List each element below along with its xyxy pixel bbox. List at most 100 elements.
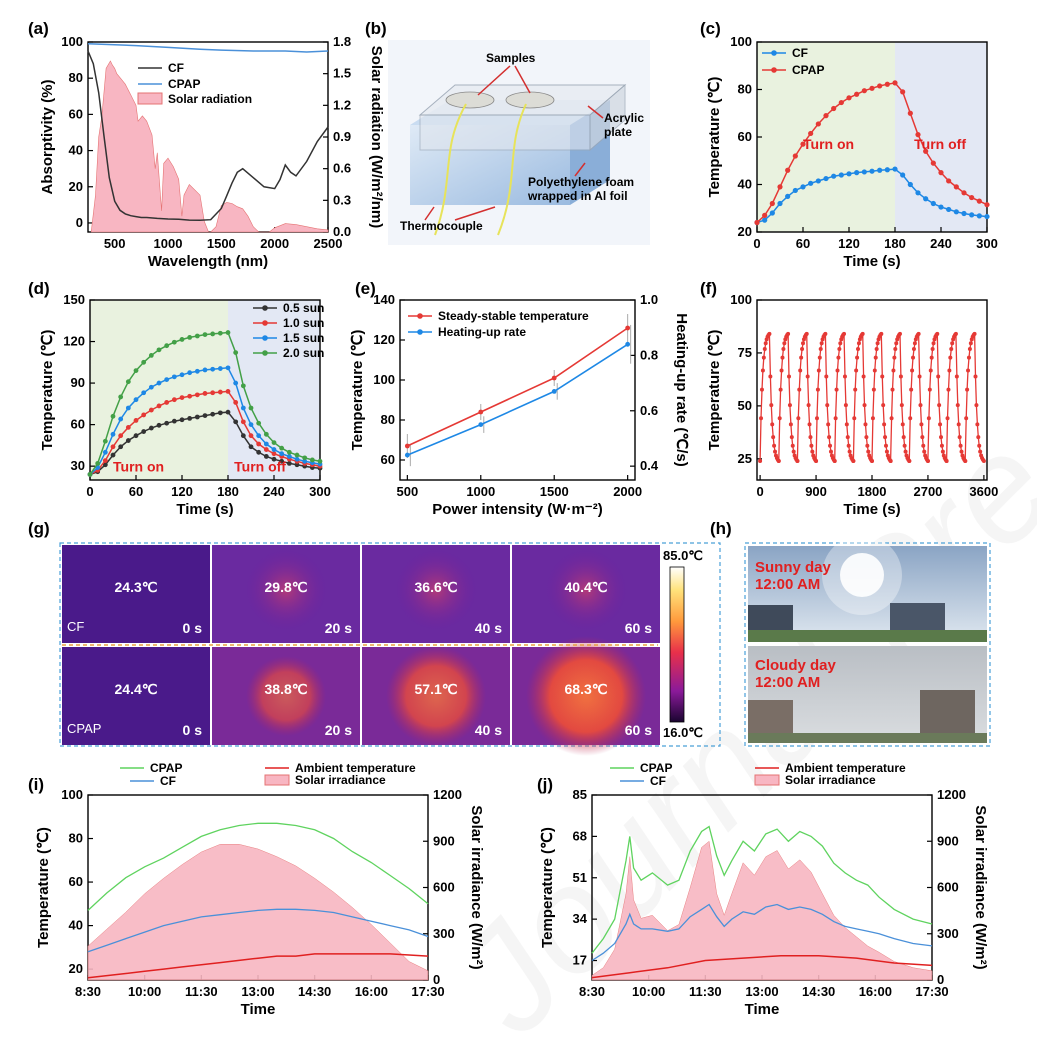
cycling-point (789, 435, 794, 440)
thermal-temp-cf-0: 24.3℃ (115, 579, 158, 595)
arrow-acrylic (587, 105, 604, 119)
cycling-point (898, 374, 903, 379)
cycling-point (853, 387, 858, 392)
series-point-2.0 sun (148, 352, 154, 358)
series-point-2.0 sun (156, 347, 162, 353)
cycling-point (843, 403, 848, 408)
steady-temp-point (478, 409, 484, 415)
cycling-point (978, 449, 983, 454)
x-tick-label: 60 (796, 236, 810, 251)
color-scale-max: 85.0℃ (663, 548, 703, 563)
y-tick-label: 68 (573, 828, 587, 843)
y2-tick-label: 0 (433, 972, 440, 987)
y2-tick-label: 0 (937, 972, 944, 987)
series-point-CPAP (800, 141, 806, 147)
series-point-1.0 sun (102, 458, 108, 464)
series-point-CF (777, 200, 783, 207)
y-tick-label: 90 (71, 375, 85, 390)
y2-tick-label: 300 (937, 926, 959, 941)
chart-f: 0 900 1800 2700 3600 25 50 75 100 Time (s) Tempera… (706, 292, 998, 518)
y-axis-label: Absorptivity (%) (39, 79, 56, 194)
series-point-0.5 sun (294, 462, 300, 468)
series-point-CF (984, 213, 990, 220)
series-point-0.5 sun (286, 460, 292, 466)
cycling-point (963, 458, 968, 463)
thermal-time-cpap-0: 0 s (183, 722, 203, 738)
ambient-line (591, 954, 933, 979)
thermal-frame (59, 542, 721, 747)
series-point-CF (892, 166, 898, 172)
cycling-point (937, 403, 942, 408)
thermal-spot (386, 646, 486, 746)
series-point-CPAP (838, 99, 844, 106)
y-tick-label: 20 (69, 961, 83, 976)
thermal-row-label-0: CF (67, 619, 84, 634)
series-point-2.0 sun (263, 431, 269, 437)
cycling-point (888, 458, 893, 463)
y2-tick-label: 0.3 (333, 192, 351, 207)
legend-solar-label: Solar radiation (168, 92, 252, 106)
x-tick-label: 10:00 (128, 984, 161, 999)
chart-i: 8:30 10:00 11:30 13:00 14:30 16:00 17:30 20 40 60… (35, 761, 485, 1018)
legend-cf-label: CF (160, 774, 176, 788)
legend-solar-swatch (137, 92, 163, 105)
legend-solar-label: Solar irradiance (295, 773, 386, 787)
series-point-CF (938, 204, 944, 210)
series-point-CF (861, 169, 867, 175)
x-tick-label: 0 (86, 484, 93, 499)
cycling-point (851, 458, 856, 463)
series-point-2.0 sun (256, 420, 262, 426)
cycling-point (824, 374, 829, 379)
series-point-2.0 sun (87, 472, 93, 477)
cycling-point (903, 449, 908, 454)
x-tick-label: 8:30 (75, 984, 101, 999)
cycling-point (797, 387, 802, 392)
legend-temp-label: Steady-stable temperature (438, 309, 589, 323)
cycling-point (881, 403, 886, 408)
cycling-point (957, 435, 962, 440)
series-point-CPAP (877, 83, 883, 89)
x-tick-label: 1500 (207, 236, 236, 251)
series-point-0.5 sun (217, 410, 223, 416)
y2-tick-label: 0.6 (640, 403, 658, 418)
series-point-0.5 sun (164, 420, 170, 426)
thermal-row-label-1: CPAP (67, 721, 101, 736)
y-tick-label: 150 (63, 292, 85, 307)
x-tick-label: 2000 (260, 236, 289, 251)
series-point-2.0 sun (271, 440, 277, 446)
series-point-CF (808, 180, 814, 186)
series-point-1.0 sun (141, 412, 147, 418)
series-point-1.5 sun (210, 366, 216, 372)
series-point-2.0 sun (309, 457, 315, 463)
cycling-point (889, 416, 894, 421)
cycling-point (860, 331, 865, 336)
series-point-CF (823, 175, 829, 182)
y2-tick-label: 1.0 (640, 292, 658, 307)
y2-axis-label: Solar radiation (W/m²/nm) (368, 46, 385, 229)
series-point-CPAP (846, 95, 852, 101)
cycling-point (768, 374, 773, 379)
y2-tick-label: 0.9 (333, 129, 351, 144)
series-point-1.0 sun (171, 397, 177, 403)
cycling-point (893, 347, 898, 352)
y-axis-label: Temperature (℃) (706, 77, 723, 198)
cycling-point (884, 449, 889, 454)
series-point-CF (846, 171, 852, 177)
series-point-CF (900, 172, 906, 178)
arrow-thermo-1 (424, 206, 435, 221)
cycling-point (862, 403, 867, 408)
cycling-point (920, 435, 925, 440)
cycling-point (976, 435, 981, 440)
cycling-point (810, 449, 815, 454)
series-point-1.5 sun (279, 451, 285, 457)
series-point-CPAP (915, 132, 921, 138)
cycling-point (852, 416, 857, 421)
legend-1-marker (262, 320, 268, 326)
sunny-trees (748, 630, 987, 642)
cycling-point (772, 443, 777, 448)
cloudy-label: Cloudy day 12:00 AM (755, 657, 837, 691)
series-point-1.5 sun (233, 380, 239, 386)
ambient-line (87, 953, 429, 979)
cycling-point (814, 458, 819, 463)
cycling-point (872, 368, 877, 373)
